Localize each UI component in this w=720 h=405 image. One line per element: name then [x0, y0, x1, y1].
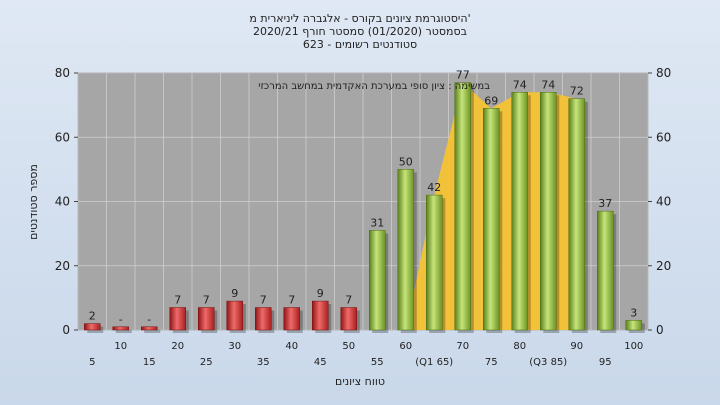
- y-tick-label-right: 40: [656, 195, 671, 209]
- x-tick-label: 20: [171, 341, 184, 352]
- chart-annotation: במשימה : ציון סופי במערכת האקדמית במחשב …: [258, 81, 490, 92]
- x-tick-label: 35: [257, 357, 270, 368]
- x-tick-label: 60: [399, 341, 412, 352]
- x-tick-label: 5: [89, 357, 95, 368]
- bar-value-label: 7: [174, 294, 181, 307]
- bar-value-label: 9: [231, 287, 238, 300]
- bar: [198, 307, 215, 331]
- bar: [283, 307, 300, 331]
- x-tick-label: 75: [485, 357, 498, 368]
- chart-title: היסטוגרמת ציונים בקורס - אלגברה ליניארית…: [249, 12, 470, 51]
- x-tick-label: 100: [624, 341, 643, 352]
- bar-value-label: 7: [203, 294, 210, 307]
- y-tick-label-right: 80: [656, 66, 671, 80]
- bar: [511, 92, 528, 331]
- bar-value-label: 42: [427, 181, 441, 194]
- bar-shadow: [115, 329, 132, 333]
- chart-title-line-3: 623 - סטודנטים רשומים: [303, 38, 417, 51]
- bar-value-label: 7: [288, 294, 295, 307]
- bar-value-label: -: [147, 313, 151, 326]
- x-axis: 5 10 15 20 25 30 35 40 45 50 55 60(Q1 65)70 75 80(Q3 …: [89, 341, 643, 368]
- bar-value-label: 74: [541, 78, 555, 91]
- x-tick-label: 55: [371, 357, 384, 368]
- x-tick-label: 70: [456, 341, 469, 352]
- y-tick-label-right: 60: [656, 130, 671, 144]
- y-axis-right: 0 20 40 60 80: [648, 66, 671, 337]
- y-tick-label-right: 20: [656, 259, 671, 273]
- bar: [312, 300, 329, 331]
- y-tick-label-left: 20: [55, 259, 70, 273]
- bar: [568, 98, 585, 331]
- y-tick-label-left: 60: [55, 130, 70, 144]
- y-axis-label: מספר סטודנטים: [27, 164, 40, 240]
- x-tick-label: (Q1 65): [415, 357, 453, 368]
- y-tick-label-left: 0: [62, 323, 70, 337]
- chart-title-line-1: היסטוגרמת ציונים בקורס - אלגברה ליניארית…: [249, 12, 470, 25]
- x-tick-label: 45: [314, 357, 327, 368]
- bar: [226, 300, 243, 331]
- bar-value-label: 50: [399, 155, 413, 168]
- y-axis-left: 0 20 40 60 80: [55, 66, 78, 337]
- bar-value-label: 7: [345, 294, 352, 307]
- bar: [540, 92, 557, 331]
- chart-title-line-2: בסמסטר (01/2020) סמסטר חורף 2020/21: [253, 25, 467, 38]
- bar: [141, 326, 158, 331]
- bar-value-label: 69: [484, 94, 498, 107]
- x-tick-label: 80: [513, 341, 526, 352]
- bar: [625, 320, 642, 331]
- x-tick-label: 95: [599, 357, 612, 368]
- x-tick-label: 90: [570, 341, 583, 352]
- bar-value-label: 3: [630, 306, 637, 319]
- x-tick-label: 40: [285, 341, 298, 352]
- bar: [454, 82, 471, 331]
- x-tick-label: (Q3 85): [529, 357, 567, 368]
- y-tick-label-right: 0: [656, 323, 664, 337]
- x-tick-label: 10: [114, 341, 127, 352]
- y-tick-label-left: 40: [55, 195, 70, 209]
- bar: [597, 210, 614, 331]
- x-axis-label: טווח ציונים: [335, 375, 385, 388]
- bar: [483, 108, 500, 331]
- bar-value-label: 31: [370, 216, 384, 229]
- bar-value-label: 2: [89, 310, 96, 323]
- bar-value-label: 72: [570, 85, 584, 98]
- bar: [169, 307, 186, 331]
- x-tick-label: 25: [200, 357, 213, 368]
- bar-value-label: 9: [317, 287, 324, 300]
- bar-value-label: 77: [456, 69, 470, 82]
- x-tick-label: 50: [342, 341, 355, 352]
- x-tick-label: 15: [143, 357, 156, 368]
- y-tick-label-left: 80: [55, 66, 70, 80]
- bar: [255, 307, 272, 331]
- x-tick-label: 30: [228, 341, 241, 352]
- bar-value-label: 7: [260, 294, 267, 307]
- bars: [84, 82, 645, 334]
- bar-value-label: 74: [513, 78, 527, 91]
- bar: [426, 194, 443, 331]
- bar: [84, 323, 101, 331]
- grid-lines: [77, 72, 649, 331]
- bar: [369, 230, 386, 331]
- bar-value-label: -: [119, 313, 123, 326]
- bar-shadow: [144, 329, 161, 333]
- bar: [340, 307, 357, 331]
- bar: [112, 326, 129, 331]
- bar-value-label: 37: [598, 197, 612, 210]
- bar: [397, 169, 414, 331]
